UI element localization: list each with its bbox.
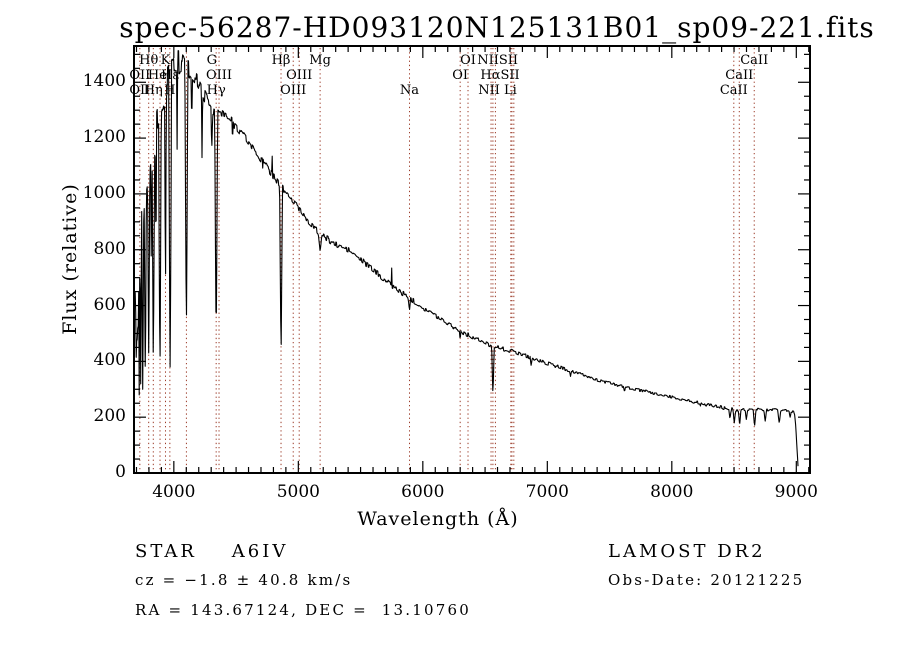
plot-frame	[133, 45, 811, 474]
x-axis-title: Wavelength (Å)	[357, 508, 519, 530]
object-classification: STAR A6IV	[135, 541, 289, 562]
spectral-line-label: Hθ	[139, 53, 159, 68]
spectral-line-label: OI	[460, 53, 476, 68]
ra-dec-value: RA = 143.67124, DEC = 13.10760	[135, 601, 471, 619]
spectral-line-label: HeI	[147, 68, 173, 83]
x-tick-label: 5000	[276, 482, 320, 502]
x-tick-label: 9000	[774, 482, 818, 502]
spectral-line-label: OIII	[286, 68, 313, 83]
spectral-line-label: Hε	[161, 68, 180, 83]
spectral-line-label: OIII	[280, 83, 307, 98]
cz-value: cz = −1.8 ± 40.8 km/s	[135, 571, 353, 589]
plot-title: spec-56287-HD093120N125131B01_sp09-221.f…	[119, 11, 875, 44]
x-tick-label: 8000	[650, 482, 694, 502]
spectral-line-label: Mg	[309, 53, 331, 68]
spectral-line-label: OII	[129, 83, 151, 98]
spectral-line-label: NII Li	[478, 83, 517, 98]
spectral-line-label: NIISII	[477, 53, 519, 68]
spectral-line-label: OII	[129, 68, 151, 83]
survey-name: LAMOST DR2	[608, 541, 766, 562]
y-tick-label: 1200	[82, 127, 126, 148]
y-tick-label: 600	[93, 294, 126, 315]
y-tick-label: 1400	[82, 71, 126, 92]
y-tick-label: 800	[93, 238, 126, 259]
spectral-line-label: G	[206, 53, 217, 68]
spectral-line-label: Na	[399, 83, 420, 98]
spectral-line-label: CaII	[740, 53, 769, 68]
spectral-line-label: Hη	[143, 83, 163, 98]
y-tick-label: 0	[115, 462, 126, 482]
spectral-line-label: CaII	[725, 68, 754, 83]
spectral-line-label: HαSII	[480, 68, 520, 83]
spectral-line-label: Hγ	[206, 83, 226, 98]
spectral-line-label: CaII	[719, 83, 748, 98]
x-tick-label: 6000	[401, 482, 445, 502]
spectrum-trace	[134, 50, 799, 467]
obs-date: Obs-Date: 20121225	[608, 571, 805, 589]
spectral-line-label: OI	[452, 68, 469, 83]
spectral-line-label: H	[164, 83, 176, 98]
y-tick-label: 200	[93, 406, 126, 427]
spectral-line-label: OIII	[205, 68, 233, 83]
y-tick-label: 400	[93, 350, 126, 371]
x-tick-label: 4000	[152, 482, 196, 502]
x-tick-label: 7000	[525, 482, 569, 502]
y-tick-label: 1000	[82, 182, 126, 203]
spectral-line-label: K	[160, 53, 171, 68]
spectral-line-label: Hβ	[271, 53, 291, 68]
